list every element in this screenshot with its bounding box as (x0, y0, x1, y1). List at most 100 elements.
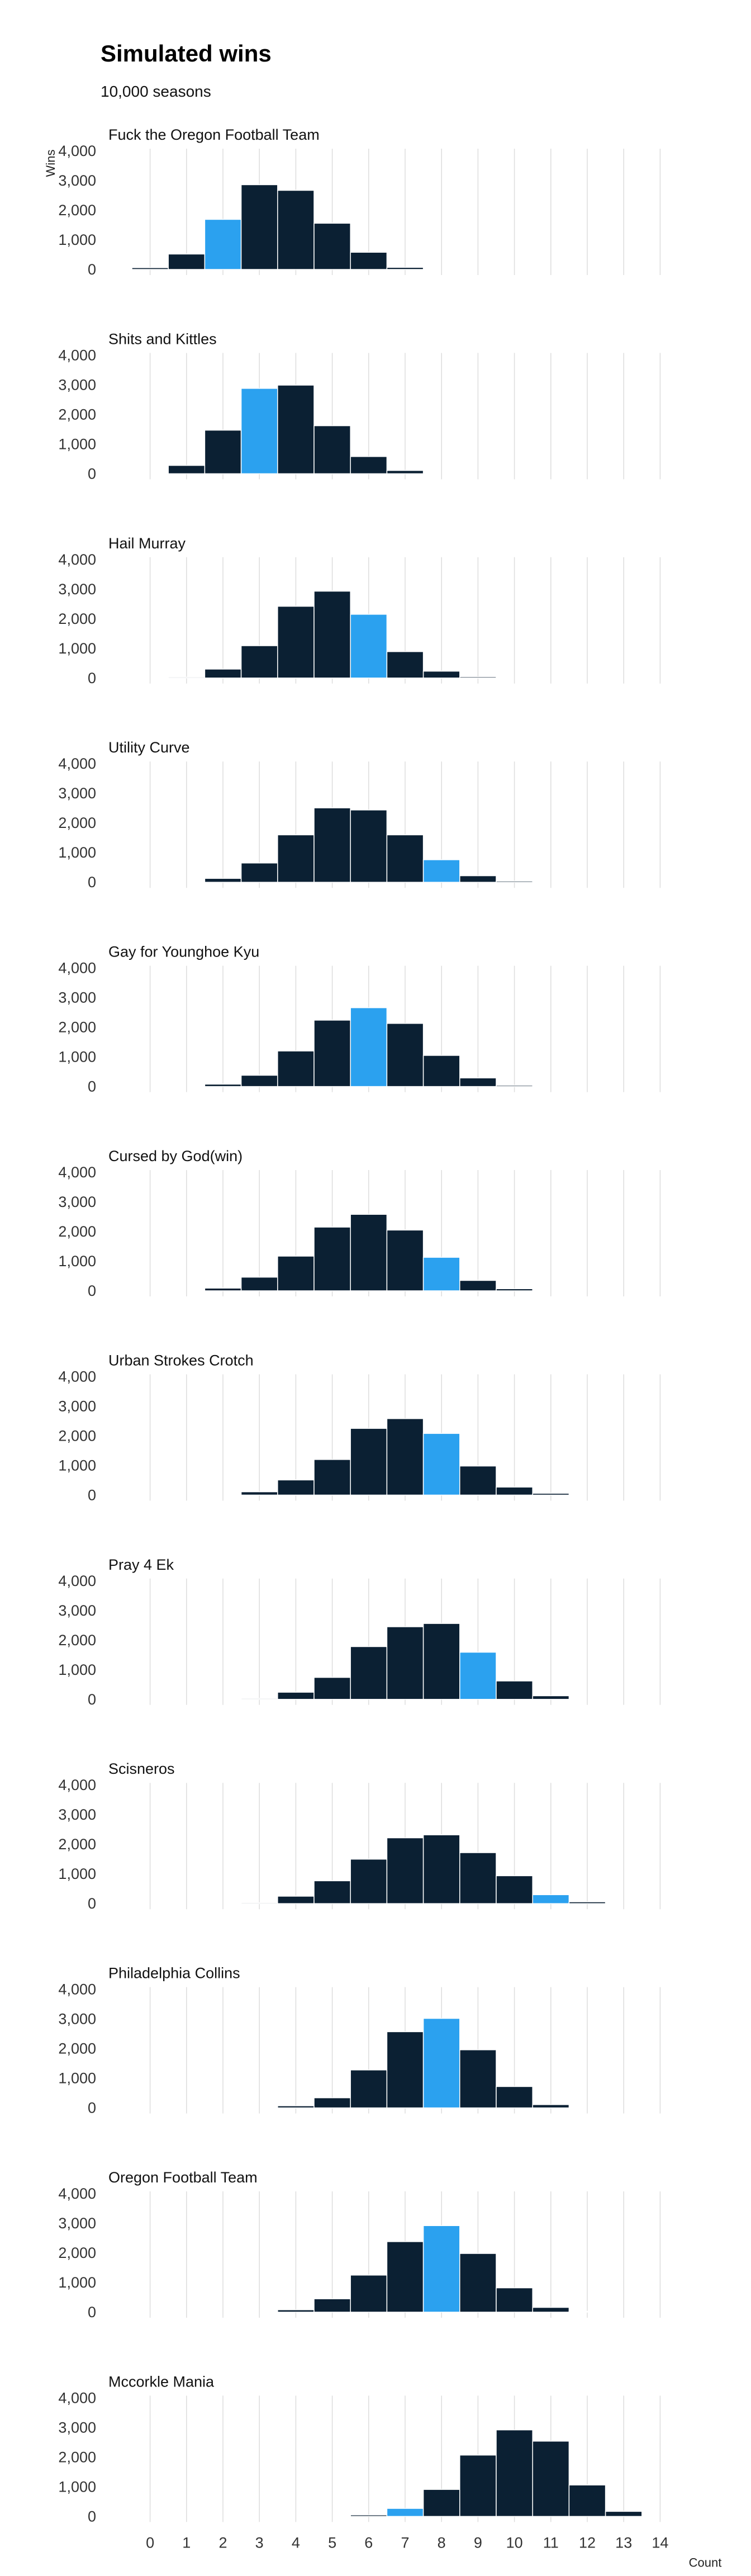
bar (350, 2275, 388, 2313)
bar (532, 2441, 570, 2517)
y-tick-label: 2,000 (58, 1632, 96, 1649)
bar (240, 645, 278, 679)
bar (277, 2105, 315, 2109)
bar (496, 1085, 533, 1087)
bar (422, 1055, 460, 1087)
bar (568, 2484, 606, 2517)
bar (496, 2086, 533, 2109)
panel-12: Mccorkle Mania 0 1,000 2,000 3,000 4,000 (58, 2373, 661, 2525)
y-tick-label: 3,000 (58, 376, 96, 393)
bar (422, 859, 460, 883)
y-tick-label: 2,000 (58, 1223, 96, 1240)
y-tick-label: 4,000 (58, 1164, 96, 1181)
panel-10: Philadelphia Collins 0 1,000 2,000 3,000 4,00… (58, 1965, 661, 2116)
x-tick-label: 13 (615, 2534, 632, 2551)
panel-title: Scisneros (108, 1760, 175, 1777)
bar (422, 1834, 460, 1904)
panel-2: Shits and Kittles 0 1,000 2,000 3,000 4,000 (58, 330, 661, 482)
y-tick-label: 4,000 (58, 1573, 96, 1589)
panel-11: Oregon Football Team 0 1,000 2,000 3,000 4,00… (58, 2169, 661, 2321)
bar (240, 1074, 278, 1087)
chart-title: Simulated wins (101, 40, 272, 67)
x-tick-label: 5 (328, 2534, 336, 2551)
bar (277, 190, 315, 270)
bar (386, 1418, 424, 1496)
y-tick-label: 0 (88, 2100, 96, 2116)
bar (422, 2225, 460, 2313)
bar (168, 253, 206, 270)
bar (277, 1896, 315, 1904)
x-tick-label: 4 (292, 2534, 300, 2551)
y-tick-label: 1,000 (58, 2274, 96, 2291)
panel-8: Pray 4 Ek 0 1,000 2,000 3,000 4,000 (58, 1556, 661, 1708)
x-tick-label: 6 (364, 2534, 373, 2551)
x-tick-label: 12 (579, 2534, 596, 2551)
panel-3: Hail Murray 0 1,000 2,000 3,000 4,000 (58, 535, 661, 686)
y-tick-label: 0 (88, 2304, 96, 2321)
x-tick-label: 0 (146, 2534, 154, 2551)
bar (131, 267, 169, 270)
bar (313, 2097, 351, 2109)
y-tick-label: 3,000 (58, 1398, 96, 1414)
bar (532, 2104, 570, 2109)
bar (204, 1287, 242, 1291)
bar (496, 2429, 533, 2517)
bar (422, 2489, 460, 2517)
bar (496, 1486, 533, 1496)
bar (496, 1288, 533, 1291)
x-tick-label: 3 (255, 2534, 264, 2551)
bar (350, 1858, 388, 1904)
y-tick-label: 0 (88, 1895, 96, 1912)
bar (422, 1623, 460, 1700)
bar (350, 252, 388, 270)
bar (350, 1646, 388, 1700)
bar (459, 1852, 497, 1904)
bar (350, 809, 388, 883)
bar (496, 1875, 533, 1904)
x-axis-label: Count (689, 2555, 722, 2569)
bar (313, 1880, 351, 1904)
bar (422, 1257, 460, 1291)
bar (386, 2508, 424, 2517)
x-tick-label: 8 (438, 2534, 446, 2551)
bar (277, 1050, 315, 1087)
panel-title: Shits and Kittles (108, 330, 217, 347)
bar (240, 184, 278, 270)
y-tick-label: 2,000 (58, 610, 96, 627)
panel-7: Urban Strokes Crotch 0 1,000 2,000 3,000 4,00… (58, 1352, 661, 1503)
bar (240, 863, 278, 883)
bar (605, 2511, 643, 2517)
y-tick-label: 3,000 (58, 785, 96, 802)
y-tick-label: 4,000 (58, 1368, 96, 1385)
bar (459, 2253, 497, 2313)
panel-title: Philadelphia Collins (108, 1965, 240, 1982)
bar (313, 807, 351, 883)
y-tick-label: 3,000 (58, 1602, 96, 1619)
bar (350, 614, 388, 679)
bar (240, 1491, 278, 1496)
bar (313, 1227, 351, 1291)
y-tick-label: 4,000 (58, 143, 96, 159)
bar (568, 2310, 606, 2313)
y-tick-label: 3,000 (58, 1194, 96, 1210)
chart-subtitle: 10,000 seasons (101, 83, 211, 100)
y-tick-label: 0 (88, 1282, 96, 1299)
bar (459, 1280, 497, 1291)
bar (313, 2298, 351, 2313)
bar (313, 1459, 351, 1496)
panel-5: Gay for Younghoe Kyu 0 1,000 2,000 3,000 4,00… (58, 944, 661, 1095)
y-tick-label: 3,000 (58, 172, 96, 189)
y-tick-label: 3,000 (58, 989, 96, 1006)
bar (204, 219, 242, 270)
panel-title: Fuck the Oregon Football Team (108, 126, 320, 143)
y-tick-label: 3,000 (58, 2215, 96, 2232)
y-tick-label: 0 (88, 261, 96, 278)
bar (204, 1083, 242, 1087)
bar (277, 1256, 315, 1291)
y-tick-label: 2,000 (58, 202, 96, 219)
panel-title: Pray 4 Ek (108, 1556, 174, 1573)
bar (313, 425, 351, 475)
bar (459, 2454, 497, 2517)
bar (277, 834, 315, 883)
